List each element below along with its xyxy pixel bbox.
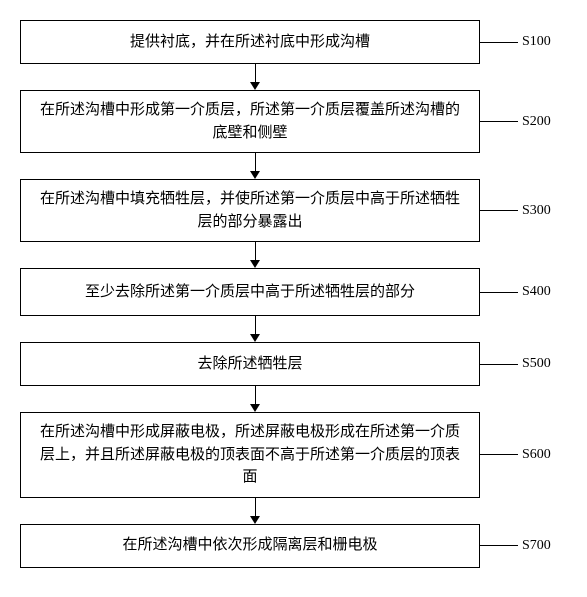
flow-arrow [20, 498, 567, 524]
step-label: S100 [522, 34, 551, 50]
step-connector: S300 [480, 203, 551, 219]
arrow-head [250, 82, 260, 90]
arrow-down-icon [250, 386, 260, 412]
flow-step: 提供衬底，并在所述衬底中形成沟槽 S100 [20, 20, 567, 64]
step-connector: S200 [480, 114, 551, 130]
arrow-head [250, 404, 260, 412]
arrow-head [250, 171, 260, 179]
step-box: 至少去除所述第一介质层中高于所述牺牲层的部分 [20, 268, 480, 316]
connector-line [480, 364, 518, 365]
step-connector: S400 [480, 284, 551, 300]
arrow-shaft [255, 498, 256, 516]
flow-step: 至少去除所述第一介质层中高于所述牺牲层的部分 S400 [20, 268, 567, 316]
step-label: S500 [522, 356, 551, 372]
connector-line [480, 292, 518, 293]
arrow-down-icon [250, 316, 260, 342]
arrow-shaft [255, 64, 256, 82]
flowchart-container: 提供衬底，并在所述衬底中形成沟槽 S100 在所述沟槽中形成第一介质层，所述第一介质… [20, 20, 567, 568]
step-label: S700 [522, 538, 551, 554]
flow-step: 去除所述牺牲层 S500 [20, 342, 567, 386]
arrow-head [250, 260, 260, 268]
connector-line [480, 121, 518, 122]
flow-step: 在所述沟槽中形成屏蔽电极，所述屏蔽电极形成在所述第一介质层上，并且所述屏蔽电极的… [20, 412, 567, 498]
flow-step: 在所述沟槽中形成第一介质层，所述第一介质层覆盖所述沟槽的底壁和侧壁 S200 [20, 90, 567, 153]
step-label: S600 [522, 447, 551, 463]
arrow-down-icon [250, 153, 260, 179]
step-box: 在所述沟槽中形成第一介质层，所述第一介质层覆盖所述沟槽的底壁和侧壁 [20, 90, 480, 153]
step-box: 去除所述牺牲层 [20, 342, 480, 386]
step-label: S300 [522, 203, 551, 219]
step-connector: S100 [480, 34, 551, 50]
step-label: S200 [522, 114, 551, 130]
flow-arrow [20, 153, 567, 179]
step-box: 在所述沟槽中依次形成隔离层和栅电极 [20, 524, 480, 568]
step-label: S400 [522, 284, 551, 300]
arrow-down-icon [250, 498, 260, 524]
step-box: 在所述沟槽中形成屏蔽电极，所述屏蔽电极形成在所述第一介质层上，并且所述屏蔽电极的… [20, 412, 480, 498]
step-box: 在所述沟槽中填充牺牲层，并使所述第一介质层中高于所述牺牲层的部分暴露出 [20, 179, 480, 242]
arrow-head [250, 334, 260, 342]
flow-step: 在所述沟槽中填充牺牲层，并使所述第一介质层中高于所述牺牲层的部分暴露出 S300 [20, 179, 567, 242]
arrow-shaft [255, 153, 256, 171]
connector-line [480, 545, 518, 546]
step-box: 提供衬底，并在所述衬底中形成沟槽 [20, 20, 480, 64]
arrow-shaft [255, 242, 256, 260]
step-connector: S500 [480, 356, 551, 372]
flow-arrow [20, 316, 567, 342]
arrow-shaft [255, 316, 256, 334]
arrow-head [250, 516, 260, 524]
arrow-down-icon [250, 242, 260, 268]
arrow-shaft [255, 386, 256, 404]
flow-arrow [20, 386, 567, 412]
connector-line [480, 210, 518, 211]
flow-arrow [20, 64, 567, 90]
connector-line [480, 454, 518, 455]
step-connector: S600 [480, 447, 551, 463]
flow-arrow [20, 242, 567, 268]
flow-step: 在所述沟槽中依次形成隔离层和栅电极 S700 [20, 524, 567, 568]
arrow-down-icon [250, 64, 260, 90]
connector-line [480, 42, 518, 43]
step-connector: S700 [480, 538, 551, 554]
